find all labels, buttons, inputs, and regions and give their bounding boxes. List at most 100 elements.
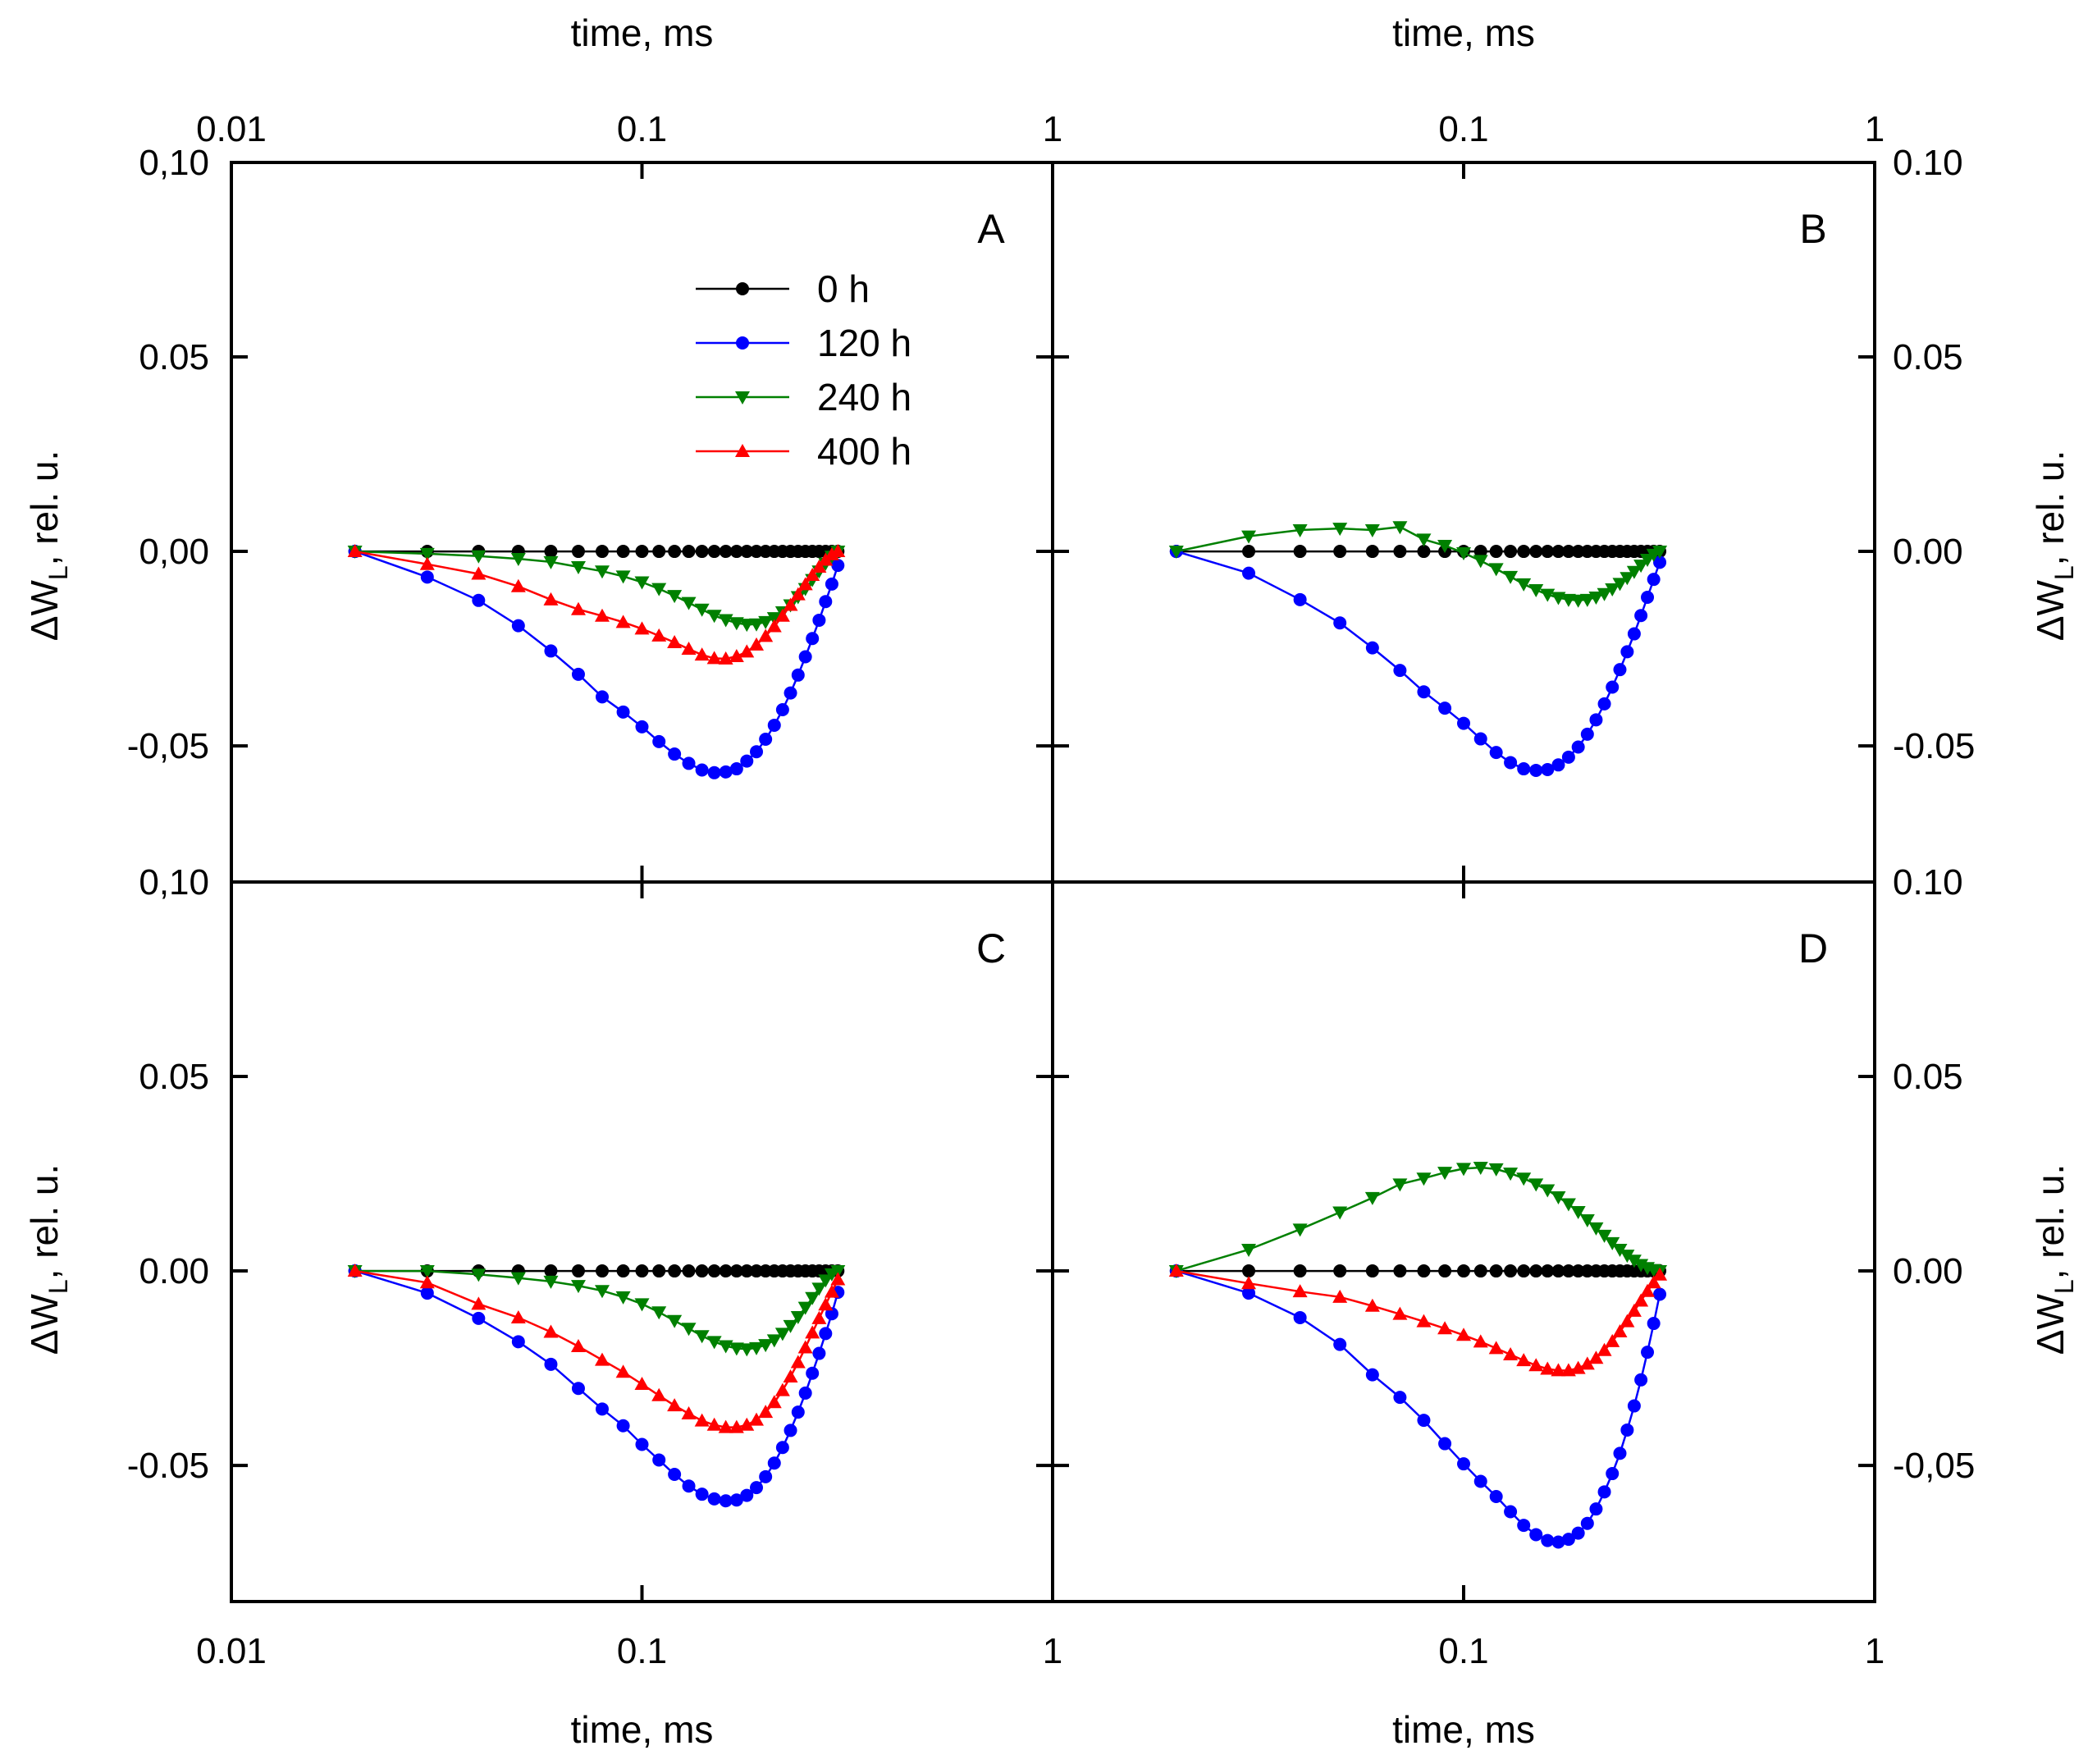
point-240h <box>510 553 526 567</box>
y-axis-title-rest: , rel. u. <box>2029 1164 2072 1280</box>
y-tick-label-left: 0,10 <box>139 143 209 183</box>
point-400h <box>749 1412 765 1426</box>
point-240h <box>783 1319 798 1333</box>
point-240h <box>1488 563 1504 577</box>
point-240h <box>1332 1206 1348 1220</box>
point-400h <box>783 1369 798 1382</box>
y-axis-title-main: ΔW <box>23 580 66 642</box>
point-400h <box>706 651 722 665</box>
point-400h <box>347 1264 363 1277</box>
point-120h <box>1597 1485 1611 1499</box>
point-400h <box>1612 1324 1628 1338</box>
point-120h <box>1551 1535 1565 1549</box>
point-400h <box>739 1417 755 1431</box>
point-400h <box>681 1406 697 1420</box>
point-400h <box>797 1340 813 1354</box>
point-120h <box>511 1335 525 1349</box>
point-120h <box>668 747 682 761</box>
point-120h <box>1589 1502 1603 1516</box>
point-120h <box>1653 555 1667 569</box>
point-240h <box>805 1291 820 1305</box>
point-0h <box>571 1264 585 1278</box>
point-240h <box>1292 1223 1308 1237</box>
point-240h <box>729 1342 744 1356</box>
panel-b <box>1168 521 1668 777</box>
point-240h <box>1392 521 1408 535</box>
point-120h <box>707 1492 721 1506</box>
point-120h <box>719 765 733 779</box>
point-0h <box>616 545 630 559</box>
point-0h <box>682 1264 696 1278</box>
point-400h <box>774 1382 790 1396</box>
point-240h <box>634 576 650 590</box>
point-240h <box>419 1265 435 1279</box>
point-120h <box>1438 1437 1452 1451</box>
x-axis-title: time, ms <box>571 1708 714 1751</box>
point-0h <box>1417 545 1431 559</box>
point-400h <box>694 1413 710 1427</box>
point-400h <box>667 634 683 648</box>
point-120h <box>1393 1391 1407 1405</box>
point-240h <box>1612 578 1628 592</box>
point-0h <box>1541 545 1555 559</box>
point-120h <box>616 1419 630 1433</box>
point-400h <box>347 544 363 558</box>
point-400h <box>1570 1360 1586 1374</box>
point-400h <box>774 608 790 622</box>
point-120h <box>1242 566 1256 580</box>
point-240h <box>790 1310 806 1324</box>
y-axis-title-rest: , rel. u. <box>2029 450 2072 566</box>
y-tick-label-right: 0.05 <box>1893 337 1963 377</box>
series-120h-panel-d <box>1169 1264 1667 1549</box>
panel-d <box>1168 1161 1668 1549</box>
point-120h <box>1606 1467 1620 1481</box>
point-240h <box>1473 1161 1488 1175</box>
panel-label-d: D <box>1798 925 1828 971</box>
point-120h <box>1634 1373 1648 1387</box>
point-120h <box>806 632 820 646</box>
series-240h-panel-b <box>1168 521 1668 608</box>
point-400h <box>570 601 586 615</box>
point-120h <box>791 668 805 682</box>
point-120h <box>767 1456 781 1470</box>
point-120h <box>682 756 696 770</box>
point-240h <box>811 1282 827 1296</box>
point-0h <box>1541 1264 1555 1278</box>
point-240h <box>1626 1254 1642 1268</box>
point-400h <box>1633 1293 1649 1307</box>
point-120h <box>1641 590 1655 604</box>
x-axis-title: time, ms <box>1392 11 1535 54</box>
point-120h <box>1589 713 1603 727</box>
point-120h <box>1580 1516 1594 1530</box>
legend-marker <box>735 444 750 457</box>
point-120h <box>1417 685 1431 699</box>
point-240h <box>681 596 697 610</box>
point-120h <box>1647 1317 1661 1331</box>
point-400h <box>543 1324 559 1338</box>
point-400h <box>594 1352 610 1366</box>
point-120h <box>1517 762 1531 776</box>
point-240h <box>1364 523 1380 537</box>
point-0h <box>595 545 609 559</box>
point-400h <box>805 1325 820 1339</box>
point-0h <box>719 545 733 559</box>
point-120h <box>1473 1474 1487 1488</box>
point-0h <box>616 1264 630 1278</box>
point-240h <box>1597 587 1612 601</box>
point-120h <box>784 686 797 700</box>
x-axis-title: time, ms <box>571 11 714 54</box>
point-400h <box>1605 1333 1620 1347</box>
point-240h <box>758 1339 774 1353</box>
point-240h <box>718 1340 733 1354</box>
point-240h <box>667 590 683 604</box>
point-0h <box>1517 545 1531 559</box>
point-0h <box>595 1264 609 1278</box>
point-400h <box>1588 1350 1604 1364</box>
point-0h <box>635 545 649 559</box>
point-0h <box>707 1264 721 1278</box>
point-120h <box>759 733 773 747</box>
point-400h <box>797 577 813 591</box>
point-120h <box>1541 1533 1555 1547</box>
point-400h <box>1652 1267 1668 1281</box>
